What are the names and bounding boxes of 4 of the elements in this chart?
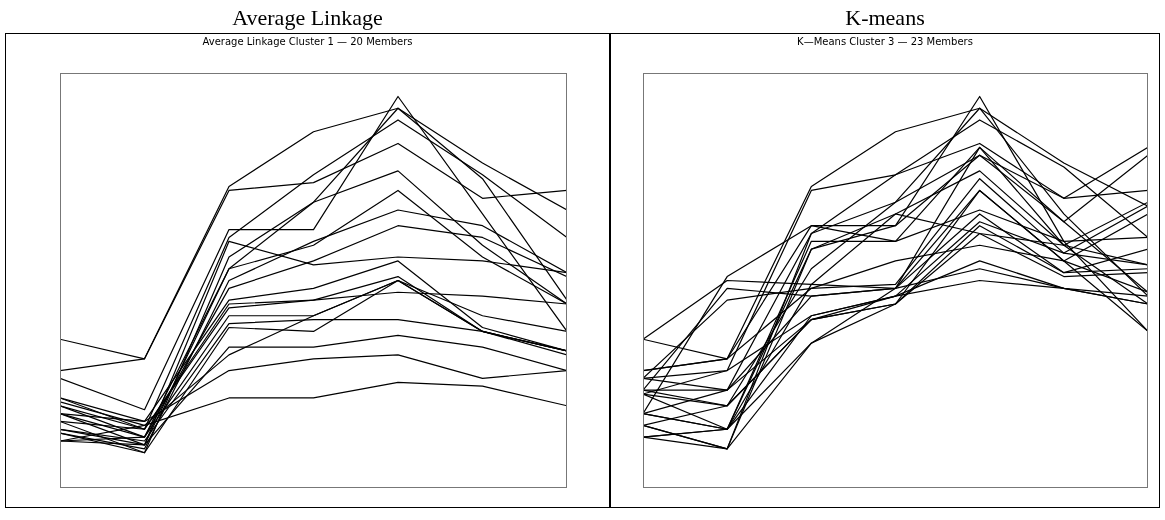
chart-title: K-means — [844, 5, 926, 30]
chart-subtitle: K—Means Cluster 3 — 23 Members — [796, 36, 974, 48]
chart-subtitle: Average Linkage Cluster 1 — 20 Members — [201, 36, 414, 48]
chart-title: Average Linkage — [231, 5, 384, 30]
